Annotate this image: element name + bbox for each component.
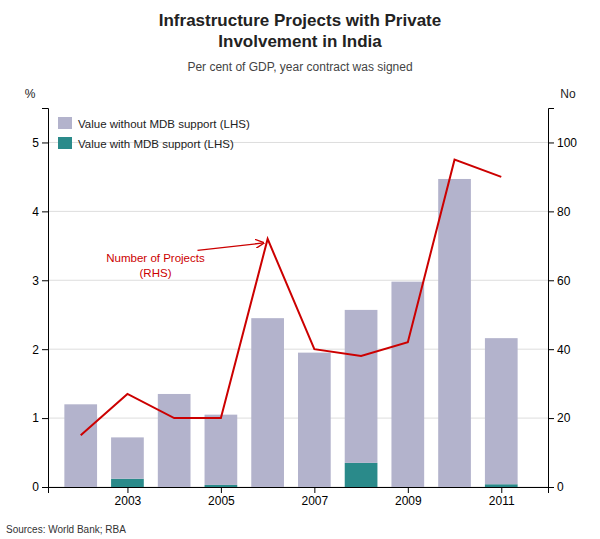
legend-label: Value with MDB support (LHS) (78, 138, 234, 150)
tick: 2009 (395, 487, 422, 508)
bar (205, 485, 238, 487)
tick: 80 (548, 205, 571, 219)
tick-label: 80 (557, 205, 571, 219)
bar (111, 437, 144, 478)
tick-mark (548, 487, 554, 488)
tick-mark (42, 487, 48, 488)
subtitle: Per cent of GDP, year contract was signe… (187, 60, 412, 74)
tick-label: 3 (32, 274, 39, 288)
legend-item: Value without MDB support (LHS) (58, 117, 250, 130)
tick: 2011 (489, 487, 515, 508)
tick-label: 100 (557, 136, 577, 150)
bar (438, 179, 471, 487)
tick: 0 (32, 480, 48, 494)
tick-mark (221, 487, 222, 493)
tick-label: 2005 (208, 494, 235, 508)
bar (391, 282, 424, 487)
tick-mark (42, 349, 48, 350)
legend-label: Value without MDB support (LHS) (78, 118, 250, 130)
source: Sources: World Bank; RBA (6, 524, 126, 535)
axis-line (49, 488, 549, 494)
annotation-arrow (198, 243, 264, 250)
bar (158, 394, 191, 487)
bar (345, 463, 378, 487)
tick: 20 (548, 411, 571, 425)
tick: 0 (548, 480, 564, 494)
bar (64, 404, 97, 487)
legend-swatch (58, 117, 72, 129)
tick-label: 40 (557, 343, 571, 357)
title-line: Involvement in India (218, 32, 382, 51)
grid-line (48, 349, 548, 350)
chart: Infrastructure Projects with Private Invo… (0, 0, 600, 539)
bar-series (64, 179, 517, 487)
tick: 60 (548, 274, 571, 288)
tick-label: 2009 (395, 494, 422, 508)
tick-label: 2003 (115, 494, 142, 508)
tick-label: 2007 (302, 494, 329, 508)
tick-label: 1 (32, 411, 39, 425)
bar (485, 484, 518, 487)
grid-line (48, 280, 548, 281)
tick: 100 (548, 136, 577, 150)
tick-label: 60 (557, 274, 571, 288)
tick-mark (42, 142, 48, 143)
tick: 3 (32, 274, 48, 288)
tick: 1 (32, 411, 48, 425)
bar (485, 338, 518, 484)
tick-mark (42, 418, 48, 419)
bar (251, 318, 284, 487)
tick-mark (548, 418, 554, 419)
tick-mark (42, 280, 48, 281)
tick-mark (548, 280, 554, 281)
tick-mark (548, 142, 554, 143)
tick: 2003 (115, 487, 142, 508)
tick: 2007 (302, 487, 329, 508)
y-axis: 0 1 2 3 4 5 (32, 109, 48, 495)
title: Infrastructure Projects with Private Invo… (159, 11, 441, 51)
legend-swatch (58, 137, 72, 149)
tick-mark (408, 487, 409, 493)
tick-mark (548, 211, 554, 212)
y2-axis-label: No (560, 87, 576, 101)
bar (345, 310, 378, 463)
marks (64, 160, 517, 487)
tick-mark (548, 349, 554, 350)
text-line: Number of Projects (106, 252, 205, 264)
grid (48, 142, 548, 487)
grid-line (48, 211, 548, 212)
tick: 5 (32, 136, 48, 150)
x-axis: 2003 2005 2007 2009 2011 (49, 487, 549, 508)
axis-line (549, 109, 555, 488)
tick-label: 20 (557, 411, 571, 425)
bar (111, 479, 144, 487)
tick: 2 (32, 343, 48, 357)
tick-label: 2 (32, 343, 39, 357)
legend-item: Value with MDB support (LHS) (58, 137, 234, 150)
tick-mark (314, 487, 315, 493)
bar (205, 415, 238, 485)
y2-axis: 0 20 40 60 80 100 (548, 109, 577, 495)
tick: 40 (548, 343, 571, 357)
line (81, 160, 502, 436)
tick-label: 2011 (489, 494, 515, 508)
y-axis-label: % (25, 87, 36, 101)
tick: 2005 (208, 487, 235, 508)
legend: Value without MDB support (LHS) Value wit… (58, 117, 250, 150)
tick-label: 5 (32, 136, 39, 150)
tick: 4 (32, 205, 48, 219)
tick-label: 0 (32, 480, 39, 494)
title-line: Infrastructure Projects with Private (159, 11, 441, 30)
annotation: Number of Projects (RHS) (106, 252, 205, 279)
tick-mark (42, 211, 48, 212)
bar (298, 353, 331, 487)
plot: 2003 2005 2007 2009 2011 0 1 2 3 4 5 0 20 40 60 80 100% N… (25, 87, 578, 508)
axis-line (42, 109, 49, 488)
tick-label: 4 (32, 205, 39, 219)
tick-mark (127, 487, 128, 493)
text-line: (RHS) (140, 267, 172, 279)
tick-mark (501, 487, 502, 493)
tick-label: 0 (557, 480, 564, 494)
